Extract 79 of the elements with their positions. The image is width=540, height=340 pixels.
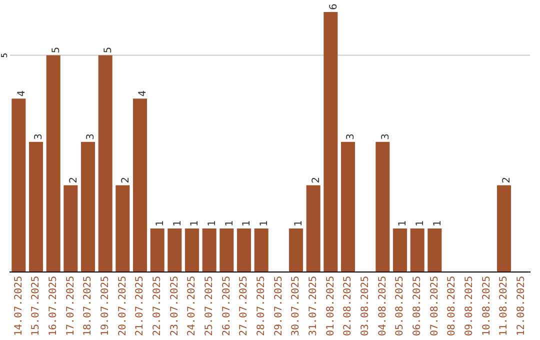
bar bbox=[340, 142, 356, 272]
data-label: 5 bbox=[102, 46, 114, 54]
bar bbox=[150, 228, 164, 272]
x-tick-label: 15.07.2025 bbox=[30, 276, 42, 336]
bar bbox=[116, 185, 130, 272]
x-tick-label: 21.07.2025 bbox=[134, 276, 146, 336]
data-label: 6 bbox=[328, 4, 340, 10]
data-label: 1 bbox=[258, 220, 270, 226]
x-tick-label: 25.07.2025 bbox=[204, 276, 215, 336]
x-tick-label: 04.08.2025 bbox=[377, 276, 388, 336]
x-tick-label: 22.07.2025 bbox=[152, 276, 163, 336]
data-label: 1 bbox=[224, 220, 236, 226]
x-tick-label: 16.07.2025 bbox=[48, 276, 59, 336]
bar bbox=[80, 142, 96, 272]
bar bbox=[392, 228, 408, 272]
data-label: 3 bbox=[34, 134, 45, 140]
x-tick-label: 14.07.2025 bbox=[13, 276, 24, 336]
data-label: 1 bbox=[172, 220, 184, 226]
bar bbox=[306, 185, 320, 272]
x-tick-label: 17.07.2025 bbox=[65, 276, 76, 336]
bar bbox=[168, 228, 182, 272]
data-label: 1 bbox=[414, 220, 426, 226]
data-label: 1 bbox=[398, 220, 409, 226]
x-tick-label: 26.07.2025 bbox=[221, 276, 232, 336]
x-tick-label: 12.08.2025 bbox=[516, 276, 527, 336]
x-tick-label: 28.07.2025 bbox=[256, 276, 267, 336]
x-tick-label: 24.07.2025 bbox=[186, 276, 198, 336]
bar bbox=[428, 228, 442, 272]
data-label: 3 bbox=[86, 134, 97, 140]
x-tick-label: 30.07.2025 bbox=[290, 276, 302, 336]
bar bbox=[46, 55, 60, 272]
data-label: 4 bbox=[138, 90, 149, 97]
x-tick-label: 18.07.2025 bbox=[82, 276, 94, 336]
bar bbox=[12, 98, 26, 272]
x-tick-label: 06.08.2025 bbox=[412, 276, 423, 336]
bar bbox=[324, 12, 338, 272]
data-label: 3 bbox=[380, 134, 392, 140]
x-tick-label: 11.08.2025 bbox=[498, 276, 510, 336]
bar bbox=[254, 228, 268, 272]
data-label: 1 bbox=[242, 220, 253, 226]
bar bbox=[184, 228, 200, 272]
x-tick-label: 01.08.2025 bbox=[325, 276, 336, 336]
x-tick-label: 02.08.2025 bbox=[342, 276, 354, 336]
x-tick-label: 31.07.2025 bbox=[308, 276, 319, 336]
bar bbox=[236, 228, 252, 272]
bar bbox=[202, 228, 216, 272]
x-tick-label: 23.07.2025 bbox=[169, 276, 180, 336]
data-label: 2 bbox=[68, 176, 80, 184]
bar bbox=[496, 185, 512, 272]
ref-line-label: 5 bbox=[0, 52, 10, 58]
data-label: 3 bbox=[346, 134, 357, 140]
x-tick-label: 19.07.2025 bbox=[100, 276, 111, 336]
x-tick-label: 03.08.2025 bbox=[360, 276, 371, 336]
data-label: 5 bbox=[50, 46, 62, 54]
x-tick-label: 05.08.2025 bbox=[394, 276, 406, 336]
x-tick-label: 10.08.2025 bbox=[481, 276, 492, 336]
bar bbox=[288, 228, 304, 272]
bar bbox=[64, 185, 78, 272]
bar bbox=[376, 142, 390, 272]
x-tick-label: 29.07.2025 bbox=[273, 276, 284, 336]
data-label: 1 bbox=[294, 220, 305, 226]
x-tick-label: 08.08.2025 bbox=[446, 276, 458, 336]
bar bbox=[132, 98, 148, 272]
x-tick-label: 07.08.2025 bbox=[429, 276, 440, 336]
data-label: 1 bbox=[154, 220, 166, 226]
x-tick-label: 09.08.2025 bbox=[464, 276, 475, 336]
data-label: 2 bbox=[502, 176, 513, 184]
x-tick-label: 27.07.2025 bbox=[238, 276, 250, 336]
bar bbox=[28, 142, 44, 272]
bar bbox=[98, 55, 112, 272]
x-tick-label: 20.07.2025 bbox=[117, 276, 128, 336]
data-label: 1 bbox=[190, 220, 201, 226]
data-label: 2 bbox=[310, 176, 322, 184]
bar bbox=[410, 228, 424, 272]
data-label: 2 bbox=[120, 176, 132, 184]
data-label: 1 bbox=[432, 220, 444, 226]
bar bbox=[220, 228, 234, 272]
data-label: 1 bbox=[206, 220, 218, 226]
data-label: 4 bbox=[16, 90, 28, 97]
